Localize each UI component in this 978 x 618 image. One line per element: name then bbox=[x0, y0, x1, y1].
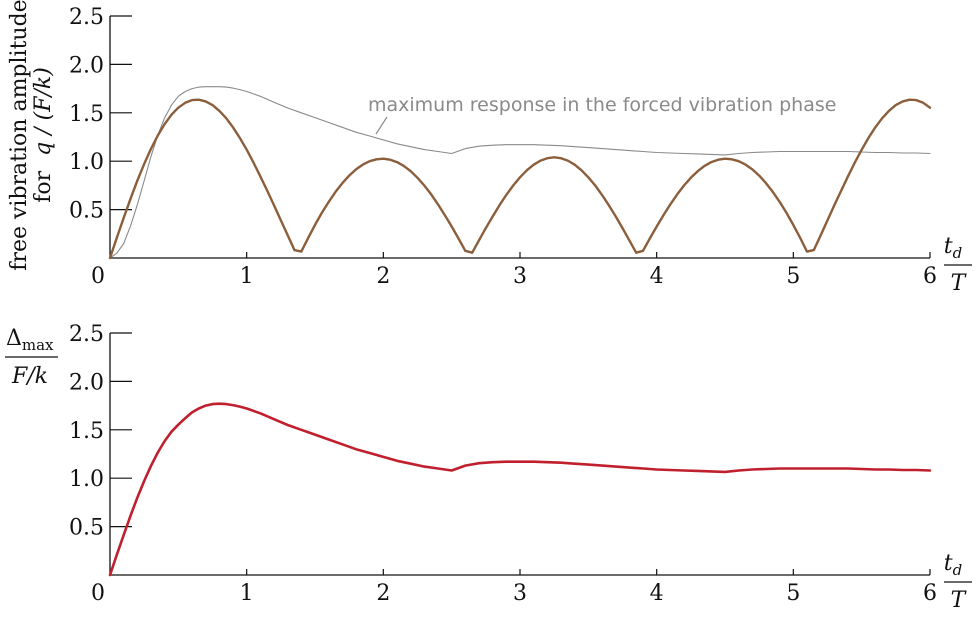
bottom-x-axis-label-denominator: T bbox=[951, 588, 968, 613]
bottom-y-tick-label: 0.5 bbox=[69, 516, 104, 541]
top-y-tick-label: 0.5 bbox=[69, 199, 104, 224]
top-y-axis-label-line1: free vibration amplitude bbox=[7, 0, 32, 271]
top-y-axis-label: free vibration amplitude for q / (F/k) bbox=[7, 0, 56, 271]
bottom-y-axis-label: Δmax F/k bbox=[5, 326, 58, 389]
bottom-x-axis-label-numerator-sub: d bbox=[953, 561, 963, 579]
bottom-y-tick-label: 1.0 bbox=[69, 467, 104, 492]
bottom-series-line-thick bbox=[108, 402, 932, 577]
annotation-leader-line bbox=[375, 116, 388, 135]
top-y-tick-label: 2.5 bbox=[69, 5, 104, 30]
bottom-chart: Δmax F/k 0.5 1.0 1.5 2.0 2.5 0 1 2 3 4 5 6 td T bbox=[5, 322, 972, 613]
bottom-x-tick-label: 2 bbox=[376, 581, 390, 606]
top-y-tick-label: 1.0 bbox=[69, 150, 104, 175]
bottom-x-axis-label-numerator: t bbox=[944, 551, 953, 576]
bottom-y-axis-label-numerator: Δ bbox=[6, 326, 22, 351]
top-series-group bbox=[108, 86, 932, 260]
bottom-x-tick-label: 6 bbox=[923, 581, 937, 606]
bottom-x-ticks: 0 1 2 3 4 5 6 bbox=[91, 569, 937, 606]
annotation-label: maximum response in the forced vibration… bbox=[368, 94, 836, 116]
top-x-tick-label: 6 bbox=[923, 264, 937, 289]
bottom-x-tick-label: 5 bbox=[786, 581, 800, 606]
top-x-tick-label: 5 bbox=[786, 264, 800, 289]
top-y-axis-label-line2: for q / (F/k) bbox=[31, 67, 56, 203]
top-x-axis-label-numerator: t bbox=[944, 234, 953, 259]
top-x-axis-label: td T bbox=[944, 234, 972, 296]
bottom-y-tick-label: 2.0 bbox=[69, 370, 104, 395]
top-x-axis-label-denominator: T bbox=[951, 271, 968, 296]
top-x-tick-label: 2 bbox=[376, 264, 390, 289]
svg-text:td: td bbox=[944, 234, 962, 262]
top-y-axis-label-prefix: for bbox=[31, 170, 56, 202]
svg-text:td: td bbox=[944, 551, 962, 579]
top-series-line-thin bbox=[109, 86, 931, 259]
bottom-y-tick-label: 1.5 bbox=[69, 419, 104, 444]
top-y-axis-label-math: q / (F/k) bbox=[31, 67, 56, 156]
bottom-y-axis-label-numerator-sub: max bbox=[22, 336, 54, 354]
bottom-x-tick-label: 3 bbox=[513, 581, 527, 606]
svg-text:Δmax: Δmax bbox=[6, 326, 54, 354]
bottom-y-ticks: 0.5 1.0 1.5 2.0 2.5 bbox=[69, 322, 132, 541]
top-y-tick-label: 1.5 bbox=[69, 102, 104, 127]
top-x-axis-label-numerator-sub: d bbox=[953, 244, 963, 262]
bottom-series-group bbox=[108, 402, 932, 577]
bottom-y-tick-label: 2.5 bbox=[69, 322, 104, 347]
bottom-x-tick-label: 1 bbox=[240, 581, 254, 606]
top-y-tick-label: 2.0 bbox=[69, 53, 104, 78]
top-y-ticks: 0.5 1.0 1.5 2.0 2.5 bbox=[69, 5, 132, 224]
top-chart: free vibration amplitude for q / (F/k) 0… bbox=[7, 0, 972, 296]
bottom-x-axis-label: td T bbox=[944, 551, 972, 613]
top-x-tick-label: 1 bbox=[240, 264, 254, 289]
top-x-tick-label: 4 bbox=[650, 264, 664, 289]
top-series-line-thick bbox=[108, 98, 932, 260]
top-x-tick-label: 3 bbox=[513, 264, 527, 289]
bottom-y-axis-label-denominator: F/k bbox=[11, 364, 48, 389]
bottom-x-tick-label: 4 bbox=[650, 581, 664, 606]
bottom-x-tick-label: 0 bbox=[91, 581, 105, 606]
top-x-tick-label: 0 bbox=[91, 264, 105, 289]
top-x-ticks: 0 1 2 3 4 5 6 bbox=[91, 252, 937, 289]
